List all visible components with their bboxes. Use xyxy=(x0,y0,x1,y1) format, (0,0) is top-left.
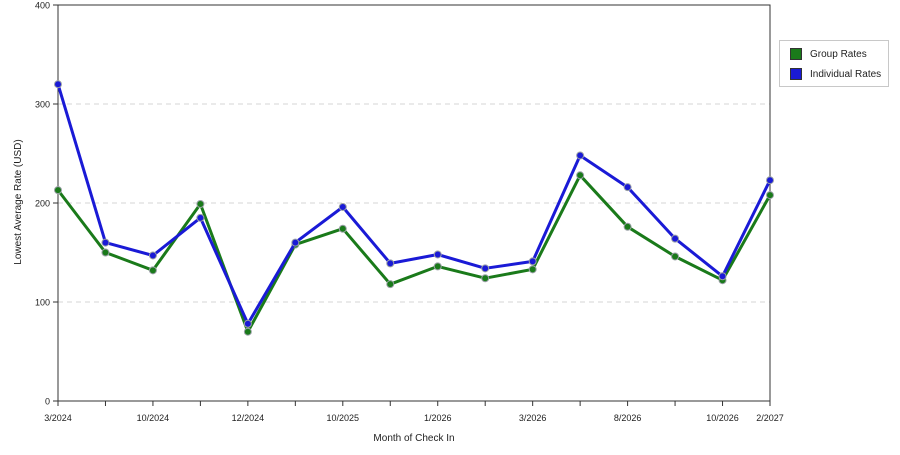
label-layer: 0 100 200 300 400 3/2024 10/2024 12/2024 10/2025… xyxy=(35,1,784,424)
data-point-individual-rates xyxy=(623,183,632,192)
x-tick-label: 12/2024 xyxy=(232,413,265,423)
series-line-group-rates xyxy=(56,173,772,334)
x-tick-label: 10/2025 xyxy=(327,413,360,423)
y-tick-label: 300 xyxy=(35,100,50,110)
data-point-group-rates xyxy=(196,199,205,208)
y-tick-label: 100 xyxy=(35,298,50,308)
x-tick-label: 2/2027 xyxy=(756,413,784,423)
x-tick-label: 3/2026 xyxy=(519,413,547,423)
data-point-individual-rates xyxy=(54,80,62,89)
data-point-group-rates xyxy=(101,248,110,257)
data-point-individual-rates xyxy=(481,264,490,273)
data-point-individual-rates xyxy=(718,272,727,281)
legend-label-individual-rates: Individual Rates xyxy=(810,68,882,80)
data-point-individual-rates xyxy=(671,234,680,243)
data-point-individual-rates xyxy=(101,238,110,247)
data-point-individual-rates xyxy=(528,257,537,266)
data-point-group-rates xyxy=(386,280,395,289)
legend: Group Rates Individual Rates xyxy=(779,40,889,87)
series-layer xyxy=(54,80,774,336)
x-tick-label: 8/2026 xyxy=(614,413,642,423)
data-point-individual-rates xyxy=(243,319,252,328)
data-point-individual-rates xyxy=(576,151,585,160)
data-point-group-rates xyxy=(54,186,62,195)
data-point-individual-rates xyxy=(386,259,395,268)
x-axis-title: Month of Check In xyxy=(373,433,454,444)
data-point-individual-rates xyxy=(766,176,774,185)
x-tick-label: 3/2024 xyxy=(44,413,72,423)
axis-layer xyxy=(53,4,771,406)
x-tick-label: 10/2026 xyxy=(706,413,739,423)
data-point-group-rates xyxy=(766,191,774,200)
data-point-group-rates xyxy=(433,262,442,271)
data-point-individual-rates xyxy=(148,251,157,260)
data-point-group-rates xyxy=(576,171,585,180)
data-point-individual-rates xyxy=(433,250,442,259)
data-point-group-rates xyxy=(243,327,252,336)
data-point-group-rates xyxy=(148,266,157,275)
legend-item-group-rates: Group Rates xyxy=(790,47,867,61)
data-point-group-rates xyxy=(671,252,680,261)
data-point-individual-rates xyxy=(196,213,205,222)
grid-layer xyxy=(58,103,770,303)
x-tick-label: 10/2024 xyxy=(137,413,170,423)
y-tick-label: 0 xyxy=(45,397,50,407)
data-point-individual-rates xyxy=(338,202,347,211)
y-axis-title: Lowest Average Rate (USD) xyxy=(13,139,24,264)
legend-label-group-rates: Group Rates xyxy=(810,48,867,60)
data-point-group-rates xyxy=(338,224,347,233)
series-line-individual-rates xyxy=(56,83,772,326)
x-tick-label: 1/2026 xyxy=(424,413,452,423)
data-point-group-rates xyxy=(481,274,490,283)
y-tick-label: 200 xyxy=(35,199,50,209)
legend-swatch-group-rates xyxy=(790,48,802,60)
legend-swatch-individual-rates xyxy=(790,68,802,80)
data-point-individual-rates xyxy=(291,238,300,247)
y-tick-label: 400 xyxy=(35,1,50,11)
legend-item-individual-rates: Individual Rates xyxy=(790,67,881,81)
data-point-group-rates xyxy=(528,265,537,274)
data-point-group-rates xyxy=(623,222,632,231)
